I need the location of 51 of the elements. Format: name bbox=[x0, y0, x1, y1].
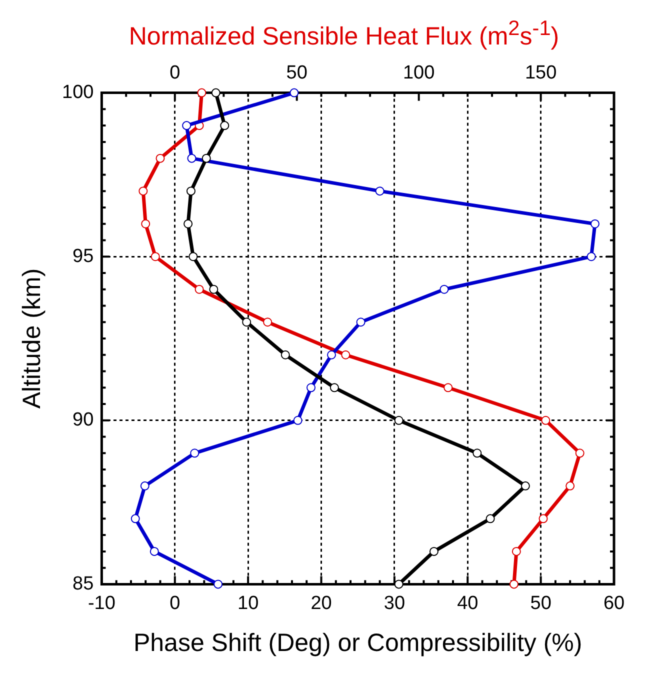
point bbox=[586, 252, 596, 262]
point bbox=[130, 514, 140, 524]
x2-axis-title: Normalized Sensible Heat Flux (m$^{2}$s$^{-1}$) bbox=[128, 16, 560, 52]
y-tick-label: 85 bbox=[72, 573, 94, 594]
point bbox=[394, 580, 404, 589]
point bbox=[306, 383, 316, 392]
point bbox=[429, 546, 438, 556]
point bbox=[290, 88, 299, 98]
x2-tick-label: 0 bbox=[170, 62, 180, 84]
x-axis-title: Phase Shift (Deg) or Compressibility (%) bbox=[133, 628, 582, 657]
x-tick-label: 20 bbox=[310, 592, 332, 614]
point bbox=[187, 154, 196, 163]
y-tick-label: 95 bbox=[72, 246, 94, 267]
y-axis-title: Altitude (km) bbox=[18, 268, 46, 409]
point bbox=[220, 121, 230, 130]
point bbox=[330, 383, 339, 392]
point bbox=[184, 219, 193, 228]
point bbox=[327, 350, 336, 360]
point bbox=[140, 481, 150, 490]
x-tick-label: 30 bbox=[384, 592, 406, 614]
x-tick-label: 40 bbox=[457, 592, 478, 614]
y-tick-label: 90 bbox=[72, 410, 94, 431]
x-tick-label: 10 bbox=[238, 592, 259, 614]
point bbox=[202, 154, 211, 163]
point bbox=[520, 481, 530, 490]
x-tick-label: 0 bbox=[170, 592, 180, 614]
point bbox=[188, 252, 198, 262]
y-tick-label: 100 bbox=[62, 82, 94, 104]
point bbox=[394, 416, 404, 425]
point bbox=[590, 219, 600, 228]
point bbox=[186, 186, 196, 196]
x2-tick-label: 150 bbox=[524, 62, 557, 84]
point bbox=[209, 284, 218, 294]
x2-tick-label: 100 bbox=[402, 62, 435, 84]
point bbox=[280, 350, 290, 360]
point bbox=[211, 88, 220, 98]
point bbox=[293, 416, 302, 425]
point bbox=[375, 186, 384, 196]
x-tick-label: 50 bbox=[530, 592, 552, 614]
point bbox=[182, 121, 192, 130]
point bbox=[242, 318, 252, 327]
x-tick-label: -10 bbox=[88, 592, 116, 614]
point bbox=[356, 318, 366, 327]
point bbox=[150, 546, 159, 556]
point bbox=[472, 448, 482, 458]
point bbox=[486, 514, 495, 524]
point bbox=[440, 284, 449, 294]
point bbox=[190, 448, 200, 458]
point bbox=[214, 580, 223, 589]
x2-tick-label: 50 bbox=[286, 62, 308, 84]
x-tick-label: 60 bbox=[603, 592, 625, 614]
